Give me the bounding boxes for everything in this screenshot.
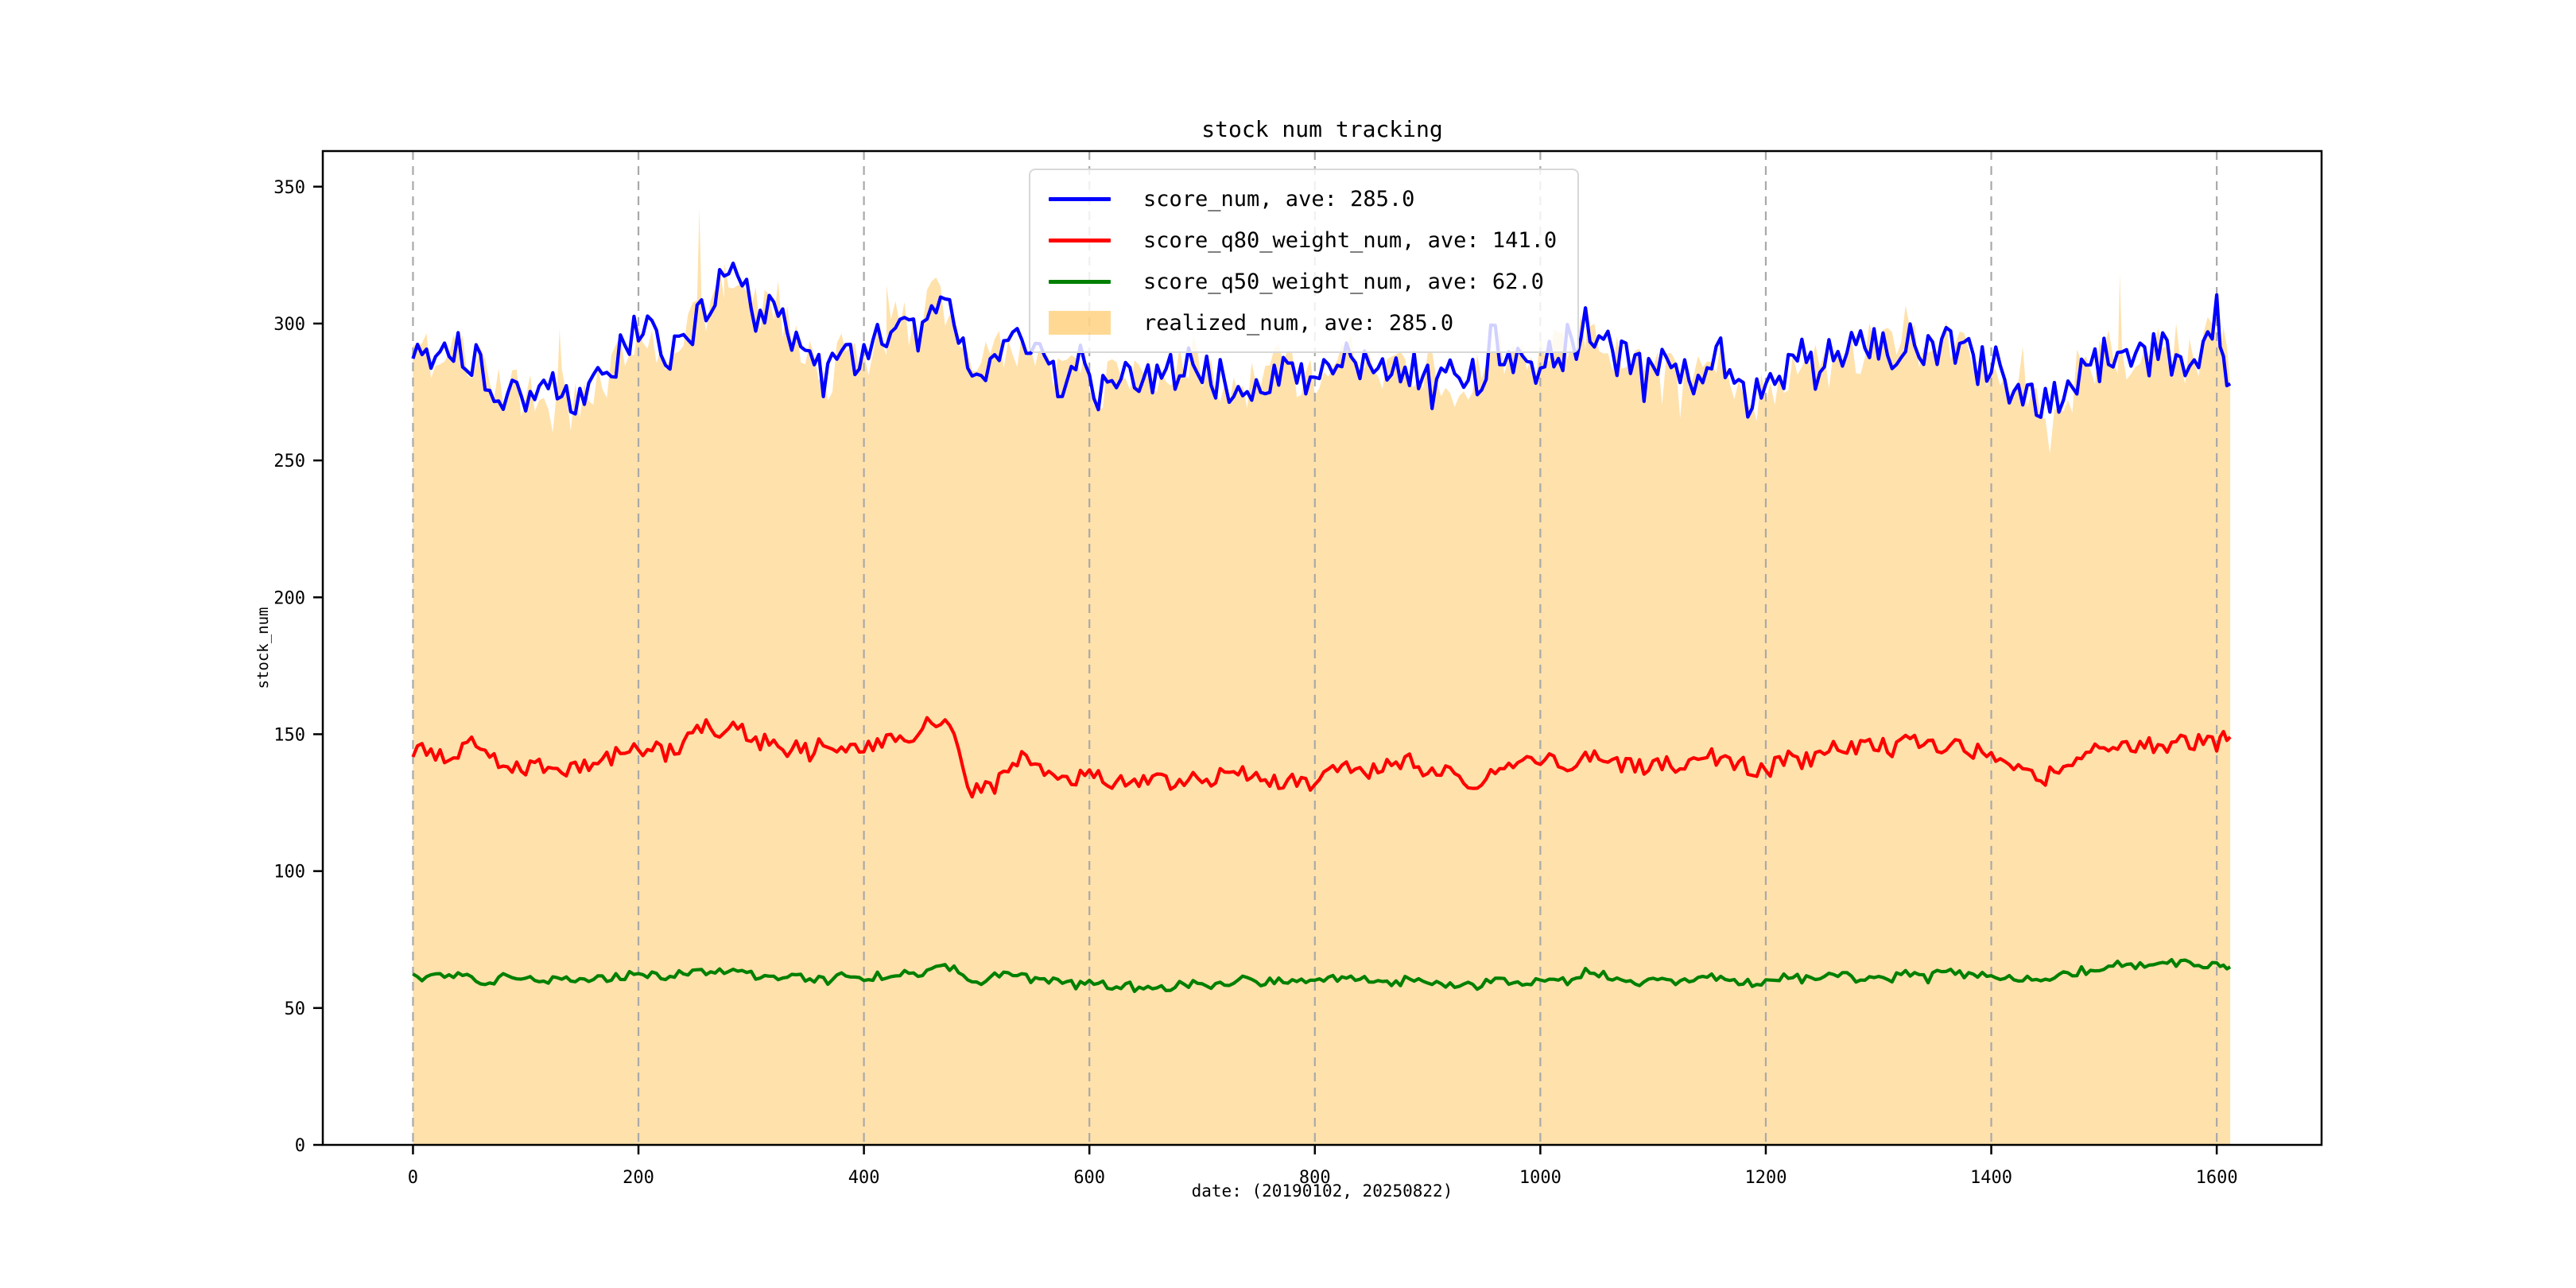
chart-title: stock num tracking bbox=[1201, 116, 1443, 142]
legend-area-swatch-realized-num bbox=[1049, 311, 1111, 335]
y-tick-label: 300 bbox=[274, 315, 305, 335]
y-tick-label: 0 bbox=[295, 1136, 305, 1156]
legend-label-score-q50-weight-num: score_q50_weight_num, ave: 62.0 bbox=[1143, 269, 1544, 294]
y-tick-label: 200 bbox=[274, 588, 305, 608]
legend-swatch-wrap bbox=[1042, 238, 1118, 242]
legend-row-score-q80-weight-num: score_q80_weight_num, ave: 141.0 bbox=[1042, 219, 1557, 261]
x-tick-label: 600 bbox=[1073, 1168, 1105, 1188]
legend-line-swatch-score-q80-weight-num bbox=[1049, 238, 1111, 242]
x-tick-label: 1600 bbox=[2196, 1168, 2238, 1188]
legend-row-score-q50-weight-num: score_q50_weight_num, ave: 62.0 bbox=[1042, 261, 1557, 302]
legend-label-score-num: score_num, ave: 285.0 bbox=[1143, 186, 1415, 211]
legend-label-score-q80-weight-num: score_q80_weight_num, ave: 141.0 bbox=[1143, 227, 1558, 253]
x-tick-label: 200 bbox=[623, 1168, 654, 1188]
x-tick-label: 1200 bbox=[1744, 1168, 1787, 1188]
series-line-score_num bbox=[411, 262, 2232, 419]
legend-label-realized-num: realized_num, ave: 285.0 bbox=[1143, 310, 1454, 336]
x-tick-label: 800 bbox=[1299, 1168, 1331, 1188]
series-line-score_q80_weight_num bbox=[411, 716, 2232, 799]
series-line-score_q50_weight_num bbox=[412, 957, 2232, 994]
legend-swatch-wrap bbox=[1042, 311, 1118, 335]
legend-swatch-wrap bbox=[1042, 279, 1118, 284]
x-axis-label: date: (20190102, 20250822) bbox=[1191, 1181, 1453, 1201]
y-tick-label: 250 bbox=[274, 452, 305, 471]
legend-row-realized-num: realized_num, ave: 285.0 bbox=[1042, 302, 1557, 343]
y-tick-label: 150 bbox=[274, 725, 305, 745]
x-tick-label: 400 bbox=[848, 1168, 880, 1188]
y-tick-label: 350 bbox=[274, 178, 305, 198]
fill-area-realized_num bbox=[413, 208, 2231, 1145]
y-axis-label: stock_num bbox=[254, 607, 272, 689]
y-tick-label: 100 bbox=[274, 863, 305, 883]
x-tick-label: 1400 bbox=[1970, 1168, 2012, 1188]
legend-swatch-wrap bbox=[1042, 196, 1118, 201]
legend: score_num, ave: 285.0 score_q80_weight_n… bbox=[1029, 169, 1580, 353]
legend-line-swatch-score-q50-weight-num bbox=[1049, 279, 1111, 284]
legend-line-swatch-score-num bbox=[1049, 196, 1111, 201]
legend-row-score-num: score_num, ave: 285.0 bbox=[1042, 178, 1557, 219]
plot-border bbox=[321, 149, 2323, 1146]
x-tick-label: 0 bbox=[408, 1168, 418, 1188]
y-tick-label: 50 bbox=[285, 999, 306, 1019]
x-tick-label: 1000 bbox=[1519, 1168, 1562, 1188]
